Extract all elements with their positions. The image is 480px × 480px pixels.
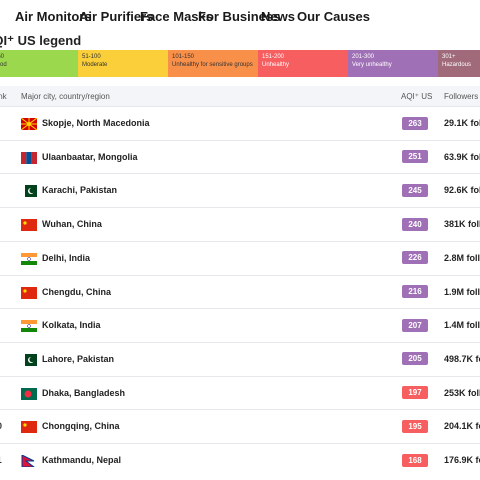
nav-link[interactable]: News xyxy=(261,9,295,24)
row-divider xyxy=(0,443,480,444)
legend-range: 101-150 xyxy=(172,54,195,60)
city-name[interactable]: Chengdu, China xyxy=(42,286,111,297)
legend-range: 201-300 xyxy=(352,54,375,60)
nav-link[interactable]: Air Monitors xyxy=(15,9,92,24)
aqi-badge: 245 xyxy=(402,183,428,197)
followers: 29.1K followers xyxy=(444,118,480,128)
column-header: Major city, country/region xyxy=(21,92,110,101)
rank: 9 xyxy=(0,388,7,398)
aqi-badge: 251 xyxy=(402,150,428,164)
city-name[interactable]: Wuhan, China xyxy=(42,219,102,230)
followers: 92.6K followers xyxy=(444,185,480,196)
legend-range: 0-50 xyxy=(0,54,5,60)
legend-segment: 51-100 Moderate xyxy=(78,50,168,77)
rank: 4 xyxy=(0,219,7,229)
flag-icon xyxy=(21,218,37,232)
aqi-badge: 240 xyxy=(402,217,428,231)
city-name[interactable]: Dhaka, Bangladesh xyxy=(42,387,126,398)
nav-link[interactable]: Air Purifiers xyxy=(79,9,154,24)
flag-icon xyxy=(21,353,37,366)
row-divider xyxy=(0,106,480,107)
city-name[interactable]: Kathmandu, Nepal xyxy=(42,455,122,465)
column-header: Followers xyxy=(444,92,479,101)
aqi-badge: 263 xyxy=(402,116,428,130)
followers: 204.1K followers xyxy=(444,421,480,432)
row-divider xyxy=(0,173,480,175)
aqi-badge: 216 xyxy=(402,285,428,298)
legend-range: 51-100 xyxy=(82,54,101,60)
legend-range: 301+ xyxy=(442,54,456,60)
aqi-badge: 197 xyxy=(402,386,428,400)
legend-segment: 151-200 Unhealthy xyxy=(258,50,348,77)
city-name[interactable]: Delhi, India xyxy=(42,252,91,263)
city-name[interactable]: Ulaanbaatar, Mongolia xyxy=(42,151,138,162)
rank: 6 xyxy=(0,287,7,297)
aqi-badge: 205 xyxy=(402,352,428,366)
flag-icon xyxy=(21,252,37,265)
followers: 2.8M followers xyxy=(444,252,480,263)
flag-icon xyxy=(21,387,37,400)
followers: 176.9K followers xyxy=(444,455,480,465)
nav-link[interactable]: Our Causes xyxy=(297,9,370,24)
rank: 3 xyxy=(0,185,7,195)
aqi-badge: 168 xyxy=(402,453,428,467)
legend-segment: 301+ Hazardous xyxy=(438,50,480,77)
city-name[interactable]: Lahore, Pakistan xyxy=(42,353,115,364)
aqi-badge: 226 xyxy=(402,251,428,265)
followers: 63.9K followers xyxy=(444,151,480,162)
legend-segment: 0-50 Good xyxy=(0,50,78,77)
aqi-badge: 195 xyxy=(402,419,428,433)
legend-label: Moderate xyxy=(82,62,108,68)
followers: 1.4M followers xyxy=(444,320,480,331)
row-divider xyxy=(0,240,480,242)
flag-icon xyxy=(21,184,37,198)
legend-segment: 201-300 Very unhealthy xyxy=(348,50,438,77)
city-name[interactable]: Skopje, North Macedonia xyxy=(42,118,150,128)
flag-icon xyxy=(21,319,37,333)
flag-icon xyxy=(20,117,38,131)
legend-label: Hazardous xyxy=(442,62,472,68)
rank: 2 xyxy=(0,152,7,162)
rank: 5 xyxy=(0,253,7,263)
row-divider xyxy=(0,308,480,310)
rank: 1 xyxy=(0,118,7,128)
rank: 10 xyxy=(0,421,7,431)
flag-icon xyxy=(21,454,37,468)
legend-segment: 101-150 Unhealthy for sensitive groups xyxy=(168,50,258,77)
flag-icon xyxy=(21,286,37,299)
legend-label: Unhealthy for sensitive groups xyxy=(172,62,253,68)
city-name[interactable]: Karachi, Pakistan xyxy=(42,185,118,196)
nav-link[interactable]: For Business xyxy=(198,9,281,24)
flag-icon xyxy=(21,420,37,434)
nav-link[interactable]: Face Masks xyxy=(140,9,213,24)
city-name[interactable]: Chongqing, China xyxy=(42,421,120,432)
city-name[interactable]: Kolkata, India xyxy=(42,320,101,331)
row-divider xyxy=(0,409,480,411)
followers: 253K followers xyxy=(444,387,480,398)
flag-icon xyxy=(21,151,37,164)
row-divider xyxy=(0,274,480,276)
table-header xyxy=(0,86,480,106)
legend-label: Unhealthy xyxy=(262,62,290,68)
column-header: Rank xyxy=(0,92,7,101)
row-divider xyxy=(0,139,480,141)
legend-label: Very unhealthy xyxy=(352,62,392,68)
followers: 381K followers xyxy=(444,219,480,230)
rank: 11 xyxy=(0,455,7,465)
followers: 1.9M followers xyxy=(444,286,480,297)
legend-range: 151-200 xyxy=(262,54,285,60)
followers: 498.7K followers xyxy=(444,353,480,364)
legend-title: AQI⁺ US legend xyxy=(0,33,82,48)
aqi-badge: 207 xyxy=(402,318,428,332)
legend-label: Good xyxy=(0,62,7,68)
rank: 7 xyxy=(0,320,7,330)
row-divider xyxy=(0,207,480,209)
rank: 8 xyxy=(0,354,7,364)
row-divider xyxy=(0,341,480,343)
row-divider xyxy=(0,375,480,377)
column-header: AQI⁺ US xyxy=(401,92,433,101)
